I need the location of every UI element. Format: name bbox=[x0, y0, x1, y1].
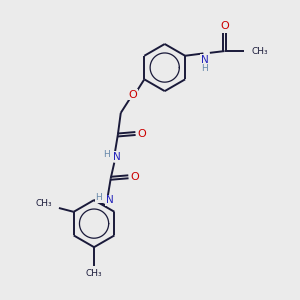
Text: N: N bbox=[113, 152, 121, 162]
Text: O: O bbox=[138, 128, 146, 139]
Text: CH₃: CH₃ bbox=[86, 269, 102, 278]
Text: O: O bbox=[129, 90, 137, 100]
Text: H: H bbox=[96, 194, 102, 202]
Text: N: N bbox=[106, 195, 113, 205]
Text: N: N bbox=[201, 55, 209, 65]
Text: O: O bbox=[130, 172, 139, 182]
Text: H: H bbox=[202, 64, 208, 73]
Text: CH₃: CH₃ bbox=[252, 46, 268, 56]
Text: CH₃: CH₃ bbox=[36, 199, 52, 208]
Text: O: O bbox=[220, 21, 229, 31]
Text: H: H bbox=[103, 150, 110, 159]
